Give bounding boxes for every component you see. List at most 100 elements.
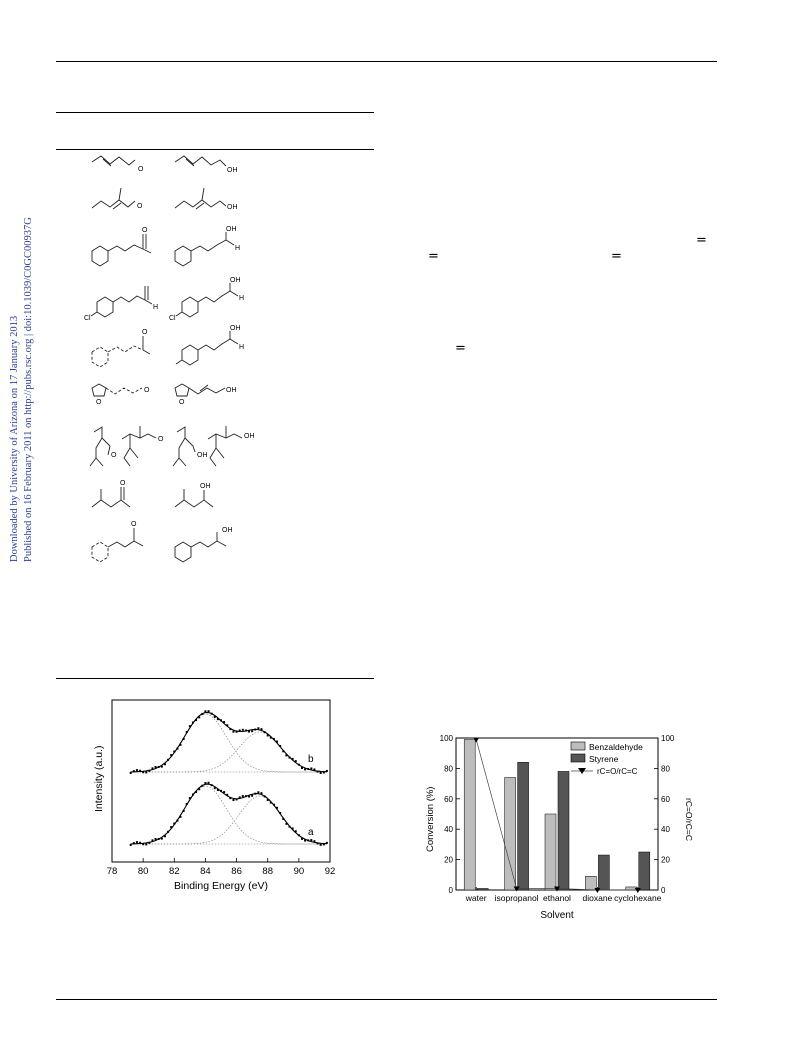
xps-x-tick-label: 90: [294, 866, 305, 877]
solvent-y2-tick-label: 0: [661, 886, 666, 895]
xps-data-point-b: [220, 719, 222, 722]
xps-data-point-a: [313, 840, 316, 843]
xps-data-point-b: [151, 767, 154, 770]
oh-label: OH: [226, 387, 237, 394]
xps-data-point-a: [269, 801, 272, 804]
xps-data-point-b: [226, 724, 229, 727]
xps-data-point-b: [213, 715, 216, 718]
molecule-geranial: [121, 426, 157, 467]
xps-data-point-a: [254, 792, 257, 795]
xps-data-point-b: [204, 710, 207, 713]
xps-data-point-b: [241, 728, 244, 731]
legend-swatch-styrene: [570, 753, 586, 763]
xps-data-point-a: [195, 791, 198, 794]
xps-curve-label-b: b: [308, 754, 314, 765]
xps-data-point-b: [154, 766, 157, 769]
xps-data-point-a: [226, 793, 229, 796]
xps-curve-label-a: a: [308, 827, 314, 838]
molecule-crotonaldehyde: [91, 155, 136, 167]
molecule-methylcinnamyl-alcohol: [175, 331, 239, 366]
xps-data-point-a: [151, 839, 154, 842]
solvent-y2-tick-label: 40: [661, 825, 670, 834]
xps-data-point-a: [220, 789, 222, 792]
xps-data-point-b: [210, 712, 213, 715]
xps-data-point-a: [238, 796, 241, 799]
xps-data-point-a: [285, 822, 288, 825]
xps-data-point-b: [198, 716, 201, 719]
legend-label-ratio: rC=O/rC=C: [597, 767, 638, 776]
xps-data-point-a: [142, 843, 145, 846]
xps-data-point-a: [276, 806, 279, 809]
oh-label: OH: [226, 226, 237, 233]
xps-data-point-a: [204, 782, 207, 785]
molecule-geraniol: [207, 426, 243, 467]
xps-data-point-a: [248, 795, 251, 798]
solvent-category-label: isopropanol: [495, 893, 539, 903]
xps-data-point-b: [129, 771, 132, 774]
xps-data-point-b: [201, 712, 204, 715]
xps-data-point-b: [282, 750, 285, 753]
equals-sign: =: [455, 341, 466, 356]
xps-data-point-a: [235, 798, 238, 801]
xps-data-point-b: [285, 754, 288, 757]
xps-data-point-b: [269, 736, 272, 739]
table-header-rule: [56, 149, 374, 150]
xps-data-point-a: [229, 797, 232, 800]
xps-data-point-b: [260, 728, 263, 731]
xps-data-point-b: [322, 771, 325, 774]
xps-data-point-b: [291, 757, 294, 760]
ratio-marker-cyclohexane: [634, 888, 641, 893]
molecule-chlorocinnamyl-alcohol: [175, 283, 239, 318]
xps-data-point-b: [307, 767, 310, 770]
xps-data-point-b: [263, 731, 266, 734]
xps-data-point-b: [170, 754, 173, 757]
xps-data-point-a: [263, 795, 266, 798]
xps-fit-b: [130, 711, 327, 773]
bar-styrene-water: [476, 888, 489, 891]
xps-x-tick-label: 80: [138, 866, 149, 877]
xps-data-point-b: [279, 744, 282, 747]
xps-data-point-b: [135, 769, 138, 772]
solvent-marks: [463, 737, 651, 893]
solvent-category-label: cyclohexane: [614, 893, 662, 903]
xps-data-point-a: [135, 841, 138, 844]
xps-data-point-a: [160, 837, 163, 840]
solvent-axes: 0 0 20 20 40 40 60 60 80 80 100 100 water isopropanol…: [440, 734, 675, 903]
solvent-y2label: rC=O/rC=C: [684, 798, 694, 841]
xps-data-point-a: [132, 842, 135, 845]
h-label: H: [239, 295, 244, 302]
oh-label: OH: [244, 433, 255, 440]
xps-ylabel: Intensity (a.u.): [93, 745, 105, 812]
xps-data-point-b: [179, 743, 182, 746]
h-label: H: [153, 304, 158, 311]
xps-data-point-a: [316, 842, 319, 845]
bar-benzaldehyde-isopropanol: [504, 777, 516, 891]
xps-data-point-b: [142, 771, 145, 774]
xps-data-point-b: [223, 720, 226, 723]
xps-data-point-b: [139, 769, 142, 772]
o-label: O: [138, 166, 144, 173]
xps-data-point-b: [173, 750, 176, 753]
equals-sign: =: [428, 249, 439, 264]
xps-data-point-a: [244, 795, 247, 798]
xps-data-point-b: [163, 763, 166, 766]
xps-data-point-a: [129, 843, 132, 846]
xps-data-point-a: [310, 839, 313, 842]
xps-data-point-a: [210, 784, 213, 787]
bar-styrene-dioxane: [598, 854, 610, 891]
o-label: O: [179, 399, 185, 406]
xps-data-point-b: [257, 727, 260, 730]
xps-data-point-b: [313, 768, 316, 771]
xps-data-point-b: [297, 763, 300, 766]
xps-data-point-a: [139, 841, 142, 844]
o-label: O: [96, 399, 102, 406]
o-label: O: [111, 452, 117, 459]
xps-data-point-a: [216, 789, 219, 792]
xps-marks: [129, 710, 328, 846]
xps-xlabel: Binding Energy (eV): [174, 880, 268, 892]
xps-data-point-a: [307, 839, 310, 842]
xps-data-point-b: [325, 769, 328, 772]
solvent-ylabel: Conversion (%): [425, 787, 436, 852]
xps-plot-frame: [111, 699, 331, 863]
xps-x-tick-label: 92: [325, 866, 336, 877]
